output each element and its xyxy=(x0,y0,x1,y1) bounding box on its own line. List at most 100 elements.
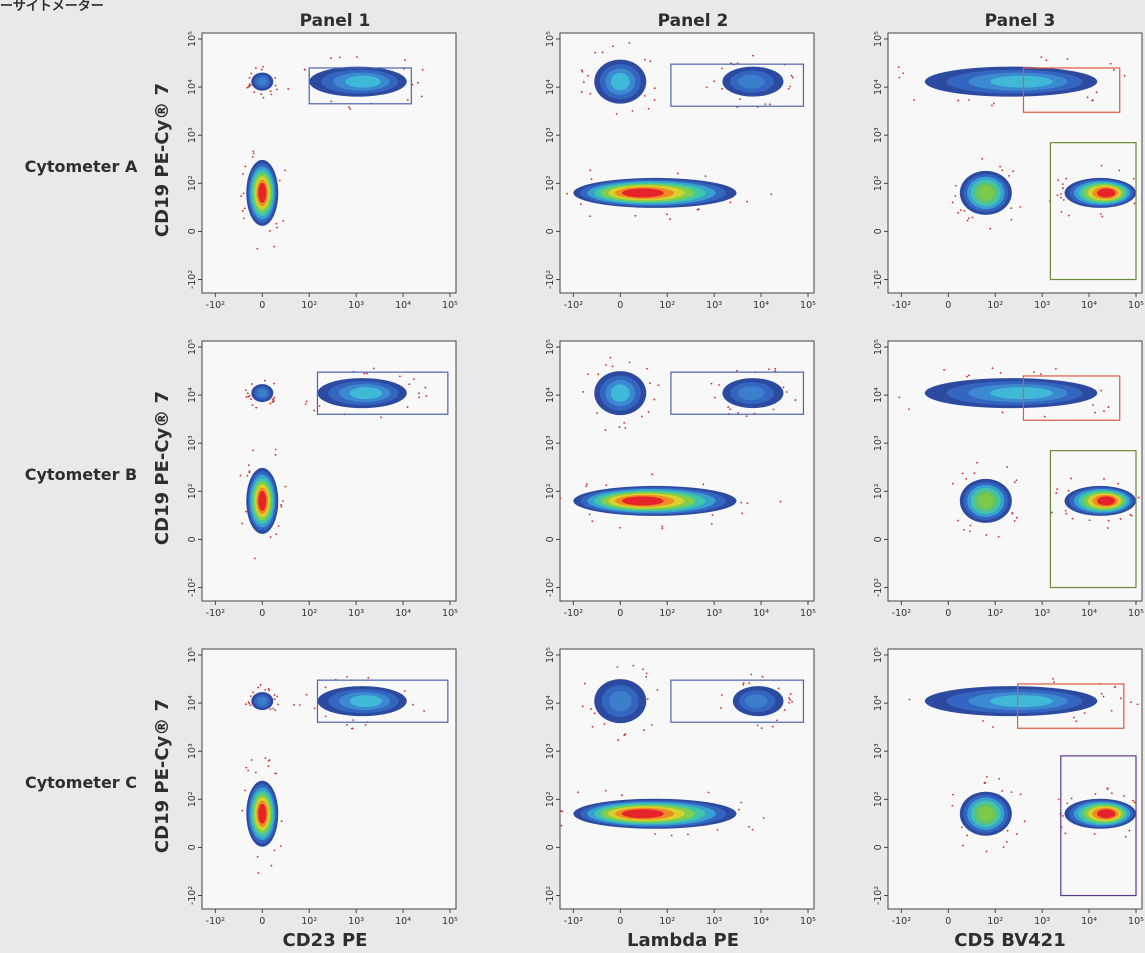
x-tick-label: 10³ xyxy=(706,608,722,619)
outlier-dot xyxy=(782,386,785,389)
row-label-cytometer-a: Cytometer A xyxy=(25,157,138,176)
outlier-dot xyxy=(740,801,743,804)
outlier-dot xyxy=(1010,218,1013,221)
outlier-dot xyxy=(898,76,901,79)
density-contour xyxy=(1097,496,1116,506)
outlier-dot xyxy=(962,844,964,847)
density-contour xyxy=(610,384,630,402)
outlier-dot xyxy=(363,372,366,375)
outlier-dot xyxy=(1062,187,1064,189)
outlier-dot xyxy=(242,192,245,195)
outlier-dot xyxy=(1006,466,1009,468)
outlier-dot xyxy=(303,68,306,71)
outlier-dot xyxy=(669,218,671,220)
outlier-dot xyxy=(989,227,992,230)
density-contour xyxy=(258,183,267,203)
population-1 xyxy=(240,150,286,250)
outlier-dot xyxy=(418,392,420,395)
outlier-dot xyxy=(774,367,777,370)
y-tick-label: -10² xyxy=(545,886,556,906)
population-1 xyxy=(538,169,773,220)
x-tick-label: 0 xyxy=(617,916,623,927)
outlier-dot xyxy=(585,485,588,488)
outlier-dot xyxy=(645,675,647,678)
outlier-dot xyxy=(1107,527,1109,529)
outlier-dot xyxy=(244,389,247,392)
outlier-dot xyxy=(739,98,741,101)
outlier-dot xyxy=(274,772,277,775)
x-axis-title-panel-3: CD5 BV421 xyxy=(954,930,1065,951)
outlier-dot xyxy=(973,472,976,475)
outlier-dot xyxy=(588,513,591,516)
outlier-dot xyxy=(951,201,954,204)
outlier-dot xyxy=(677,172,679,175)
y-tick-label: 10⁴ xyxy=(545,387,556,403)
outlier-dot xyxy=(552,195,554,197)
outlier-dot xyxy=(250,383,253,385)
y-tick-label: -10² xyxy=(545,270,556,290)
population-2 xyxy=(582,356,660,431)
outlier-dot xyxy=(1070,797,1073,800)
outlier-dot xyxy=(1107,406,1110,408)
y-tick-label: 10² xyxy=(187,791,198,807)
population-2 xyxy=(246,65,278,99)
outlier-dot xyxy=(631,109,634,112)
outlier-dot xyxy=(616,666,619,668)
outlier-dot xyxy=(596,412,598,415)
y-tick-label: 0 xyxy=(187,228,198,234)
outlier-dot xyxy=(1099,213,1102,215)
outlier-dot xyxy=(352,719,355,721)
outlier-dot xyxy=(750,673,753,676)
outlier-dot xyxy=(280,820,283,823)
outlier-dot xyxy=(1015,516,1018,519)
outlier-dot xyxy=(1113,686,1116,689)
density-contour xyxy=(738,386,765,401)
population-3 xyxy=(304,367,428,419)
outlier-dot xyxy=(751,828,754,831)
population-3 xyxy=(1057,787,1136,838)
y-tick-label: 10³ xyxy=(187,743,198,759)
outlier-dot xyxy=(543,816,545,818)
outlier-dot xyxy=(790,74,793,77)
outlier-dot xyxy=(1006,829,1009,832)
outlier-dot xyxy=(248,83,251,85)
outlier-dot xyxy=(908,408,910,411)
outlier-dot xyxy=(582,81,585,84)
outlier-dot xyxy=(656,689,659,691)
outlier-dot xyxy=(791,76,794,79)
outlier-dot xyxy=(1141,388,1142,390)
outlier-dot xyxy=(280,503,282,506)
outlier-dot xyxy=(276,695,279,698)
outlier-dot xyxy=(788,701,790,704)
outlier-dot xyxy=(1117,482,1119,485)
outlier-dot xyxy=(590,708,592,710)
density-contour xyxy=(258,491,267,511)
outlier-dot xyxy=(589,215,592,218)
outlier-dot xyxy=(1109,62,1112,65)
outlier-dot xyxy=(963,209,966,212)
outlier-dot xyxy=(647,107,650,110)
outlier-dot xyxy=(248,84,250,87)
outlier-dot xyxy=(242,173,244,175)
outlier-dot xyxy=(594,51,597,54)
outlier-dot xyxy=(705,86,708,89)
outlier-dot xyxy=(999,371,1002,374)
outlier-dot xyxy=(313,707,316,710)
outlier-dot xyxy=(713,396,716,399)
outlier-dot xyxy=(250,398,252,401)
gate-blue xyxy=(308,67,412,105)
y-tick-label: 10⁴ xyxy=(545,695,556,711)
outlier-dot xyxy=(274,454,277,456)
density-contour xyxy=(345,75,381,88)
outlier-dot xyxy=(1056,488,1059,491)
outlier-dot xyxy=(538,186,540,188)
outlier-dot xyxy=(267,765,270,768)
outlier-dot xyxy=(1052,677,1054,680)
outlier-dot xyxy=(241,809,244,812)
x-tick-label: 10³ xyxy=(1034,608,1050,619)
outlier-dot xyxy=(580,91,583,93)
y-tick-label: 10⁵ xyxy=(873,647,884,663)
outlier-dot xyxy=(623,734,626,737)
outlier-dot xyxy=(1102,695,1105,698)
outlier-dot xyxy=(282,500,284,502)
